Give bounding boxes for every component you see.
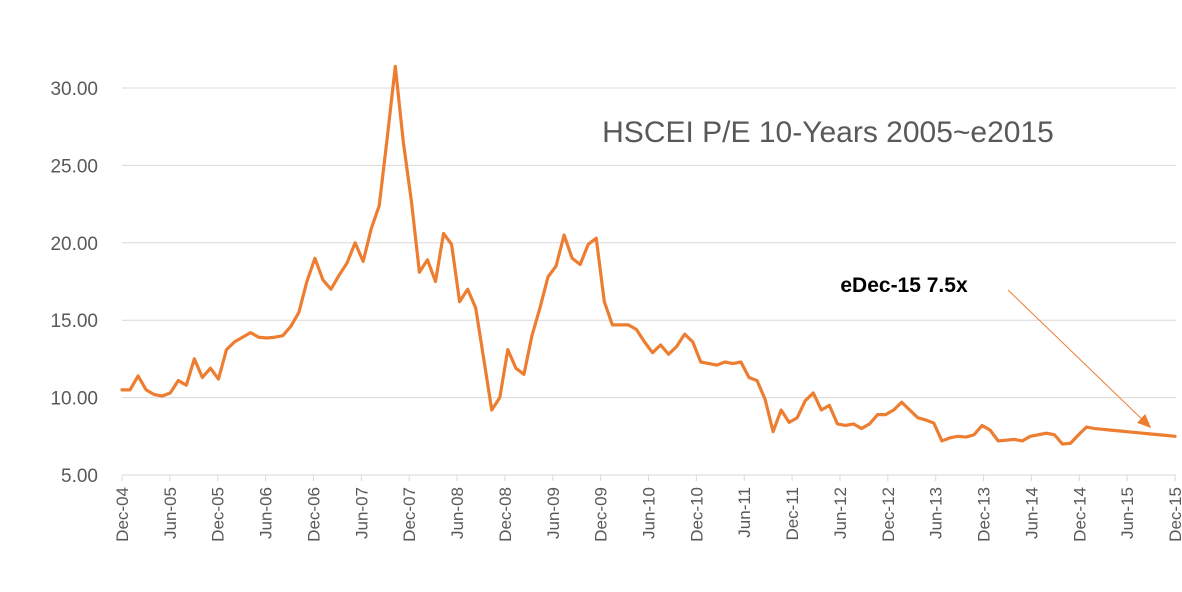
series: [120, 64, 1177, 446]
x-axis-tickmarks: [121, 475, 1176, 481]
x-tick-label: Dec-13: [975, 487, 994, 542]
series-line: [120, 64, 1177, 446]
x-tick-label: Dec-11: [783, 487, 802, 541]
x-tick-label: Jun-12: [831, 487, 850, 539]
x-tick-label: Dec-10: [687, 487, 706, 542]
x-tick-label: Dec-05: [209, 487, 228, 542]
x-tick-label: Dec-04: [113, 487, 132, 542]
x-tick-label: Dec-12: [879, 487, 898, 542]
x-tick-label: Jun-13: [927, 487, 946, 539]
chart-title: HSCEI P/E 10-Years 2005~e2015: [602, 116, 1054, 149]
x-axis-ticks: Dec-04 Jun-05 Dec-05 Jun-06 Dec-06 Jun-07 Dec-…: [113, 487, 1182, 542]
x-tick-label: Dec-08: [496, 487, 515, 542]
y-tick-label: 25.00: [50, 156, 98, 177]
gridlines: [122, 87, 1176, 399]
annotation-label: eDec-15 7.5x: [840, 274, 968, 297]
x-tick-label: Dec-06: [304, 487, 323, 542]
x-tick-label: Jun-11: [735, 487, 754, 538]
x-tick-label: Jun-07: [352, 487, 371, 539]
x-tick-label: Jun-08: [448, 487, 467, 539]
annotation-arrow: [1007, 289, 1152, 429]
y-tick-label: 15.00: [50, 311, 98, 332]
y-axis-ticks: 5.00 10.00 15.00 20.00 25.00 30.00: [50, 79, 98, 487]
y-tick-label: 20.00: [50, 234, 98, 255]
y-tick-label: 10.00: [50, 389, 98, 410]
x-tick-label: Dec-07: [400, 487, 419, 542]
x-tick-label: Jun-05: [161, 487, 180, 539]
x-tick-label: Jun-10: [640, 487, 659, 539]
x-tick-label: Jun-09: [544, 487, 563, 539]
x-tick-label: Dec-15: [1166, 487, 1182, 542]
x-tick-label: Jun-15: [1118, 487, 1137, 539]
y-tick-label: 5.00: [61, 466, 98, 487]
x-tick-label: Jun-06: [257, 487, 276, 539]
y-tick-label: 30.00: [50, 79, 98, 100]
x-tick-label: Dec-09: [592, 487, 611, 542]
x-tick-label: Jun-14: [1022, 487, 1041, 539]
x-tick-label: Dec-14: [1070, 487, 1089, 542]
